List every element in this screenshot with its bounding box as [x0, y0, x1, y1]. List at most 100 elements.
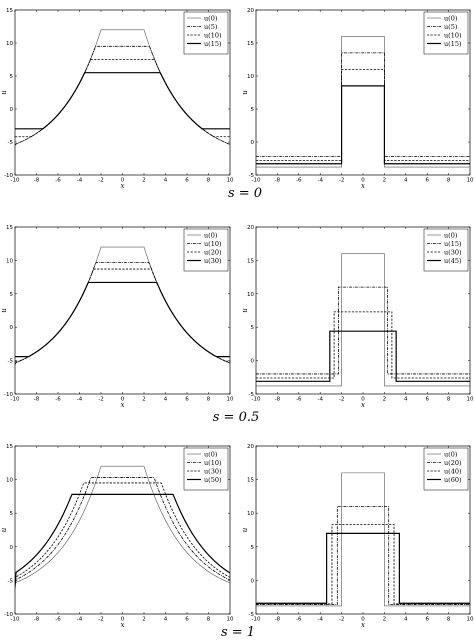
x-tick-label: 4	[164, 178, 168, 184]
x-tick-label: -4	[77, 397, 83, 403]
y-tick-label: 5	[10, 292, 14, 298]
x-tick-label: 2	[383, 617, 387, 623]
legend-label: u(50)	[204, 476, 222, 484]
y-tick-label: 15	[247, 258, 254, 264]
x-tick-label: -8	[34, 397, 40, 403]
x-tick-label: -8	[34, 617, 40, 623]
series-line-4	[256, 532, 470, 604]
x-tick-label: -8	[275, 178, 281, 184]
y-tick-label: 10	[6, 258, 13, 264]
x-tick-label: 6	[185, 617, 189, 623]
y-tick-label: 0	[10, 107, 14, 113]
x-tick-label: -6	[296, 617, 302, 623]
legend-label: u(20)	[204, 248, 222, 256]
legend-label: u(10)	[444, 31, 462, 39]
x-axis-label: x	[361, 401, 365, 409]
x-tick-label: 2	[142, 397, 146, 403]
x-tick-label: 10	[467, 617, 474, 623]
x-tick-label: 6	[425, 617, 429, 623]
legend-label: u(30)	[444, 248, 462, 256]
x-tick-label: -4	[317, 397, 323, 403]
legend-box	[423, 228, 469, 272]
y-axis-label: u	[0, 308, 8, 313]
x-tick-label: 6	[185, 397, 189, 403]
x-tick-label: 0	[361, 617, 365, 623]
y-tick-label: 5	[251, 325, 255, 331]
x-tick-label: 4	[404, 178, 408, 184]
x-tick-label: 8	[207, 178, 211, 184]
series-line-4	[256, 330, 470, 382]
y-tick-label: 5	[10, 511, 14, 517]
legend-label: u(15)	[204, 40, 222, 48]
legend-box	[423, 11, 469, 55]
legend-label: u(0)	[444, 231, 458, 239]
x-tick-label: 0	[121, 617, 125, 623]
x-tick-label: -4	[317, 178, 323, 184]
x-tick-label: -10	[252, 178, 261, 184]
legend-box	[183, 447, 229, 491]
legend-label: u(15)	[444, 240, 462, 248]
y-tick-label: 20	[247, 225, 254, 231]
legend-box	[423, 447, 469, 491]
series-line-4	[15, 72, 230, 130]
x-tick-label: 0	[361, 397, 365, 403]
x-tick-label: 2	[383, 178, 387, 184]
series-line-1	[256, 472, 470, 607]
chart-5: -10 -8 -6 -4 -2 0 2 4 6 8 10 -10 -5 0 5 10 15 x u u(0)u(10)…	[0, 444, 234, 629]
series-line-2	[256, 286, 470, 375]
series-line-4	[15, 493, 230, 586]
x-tick-label: 8	[207, 397, 211, 403]
chart-3: -10 -8 -6 -4 -2 0 2 4 6 8 10 -10 -5 0 5 10 15 x u u(0)u(10)…	[0, 225, 234, 409]
x-tick-label: 2	[142, 178, 146, 184]
x-tick-label: 10	[227, 397, 234, 403]
series-line-3	[256, 524, 470, 605]
legend-box	[183, 11, 229, 55]
y-tick-label: -5	[8, 578, 14, 584]
y-tick-label: 15	[247, 41, 254, 47]
x-tick-label: 0	[121, 397, 125, 403]
legend-label: u(10)	[204, 31, 222, 39]
x-tick-label: 6	[185, 178, 189, 184]
y-tick-label: -5	[249, 392, 255, 398]
series-line-1	[15, 465, 230, 584]
y-tick-label: -10	[4, 173, 13, 179]
x-tick-label: 10	[467, 178, 474, 184]
y-tick-label: 5	[251, 107, 255, 113]
y-axis-label: u	[0, 527, 8, 532]
x-tick-label: -6	[55, 178, 61, 184]
x-axis-label: x	[121, 621, 125, 629]
caption-s1: s = 1	[221, 625, 255, 640]
y-tick-label: 10	[6, 478, 13, 484]
x-tick-label: 10	[227, 178, 234, 184]
x-tick-label: -6	[296, 397, 302, 403]
y-tick-label: 0	[251, 140, 255, 146]
series-line-4	[15, 281, 230, 358]
x-tick-label: -8	[275, 397, 281, 403]
series-line-1	[256, 253, 470, 387]
chart-1: -10 -8 -6 -4 -2 0 2 4 6 8 10-10-5051015xuu(0)u(5)u…	[0, 8, 234, 190]
x-tick-label: 4	[164, 397, 168, 403]
x-tick-label: -10	[252, 397, 261, 403]
x-tick-label: 10	[227, 617, 234, 623]
x-tick-label: 8	[207, 617, 211, 623]
series-line-2	[15, 262, 230, 365]
caption-s0: s = 0	[228, 186, 262, 201]
series-line-2	[15, 477, 230, 589]
x-tick-label: -10	[11, 617, 20, 623]
legend-label: u(0)	[204, 231, 218, 239]
legend-label: u(0)	[204, 14, 218, 22]
legend-label: u(10)	[204, 459, 222, 467]
x-tick-label: 8	[447, 617, 451, 623]
x-tick-label: -2	[339, 397, 344, 403]
legend-label: u(0)	[444, 450, 458, 458]
x-tick-label: -10	[252, 617, 261, 623]
legend-label: u(40)	[444, 467, 462, 475]
y-tick-label: 0	[10, 545, 14, 551]
y-tick-label: -5	[249, 173, 255, 179]
series-line-4	[256, 85, 470, 165]
x-tick-label: -2	[339, 617, 344, 623]
x-tick-label: -4	[77, 178, 83, 184]
legend-label: u(0)	[444, 14, 458, 22]
y-tick-label: 10	[247, 292, 254, 298]
chart-6: -10 -8 -6 -4 -2 0 2 4 6 8 10-505101520xuu(0)u(20)u…	[241, 444, 474, 629]
